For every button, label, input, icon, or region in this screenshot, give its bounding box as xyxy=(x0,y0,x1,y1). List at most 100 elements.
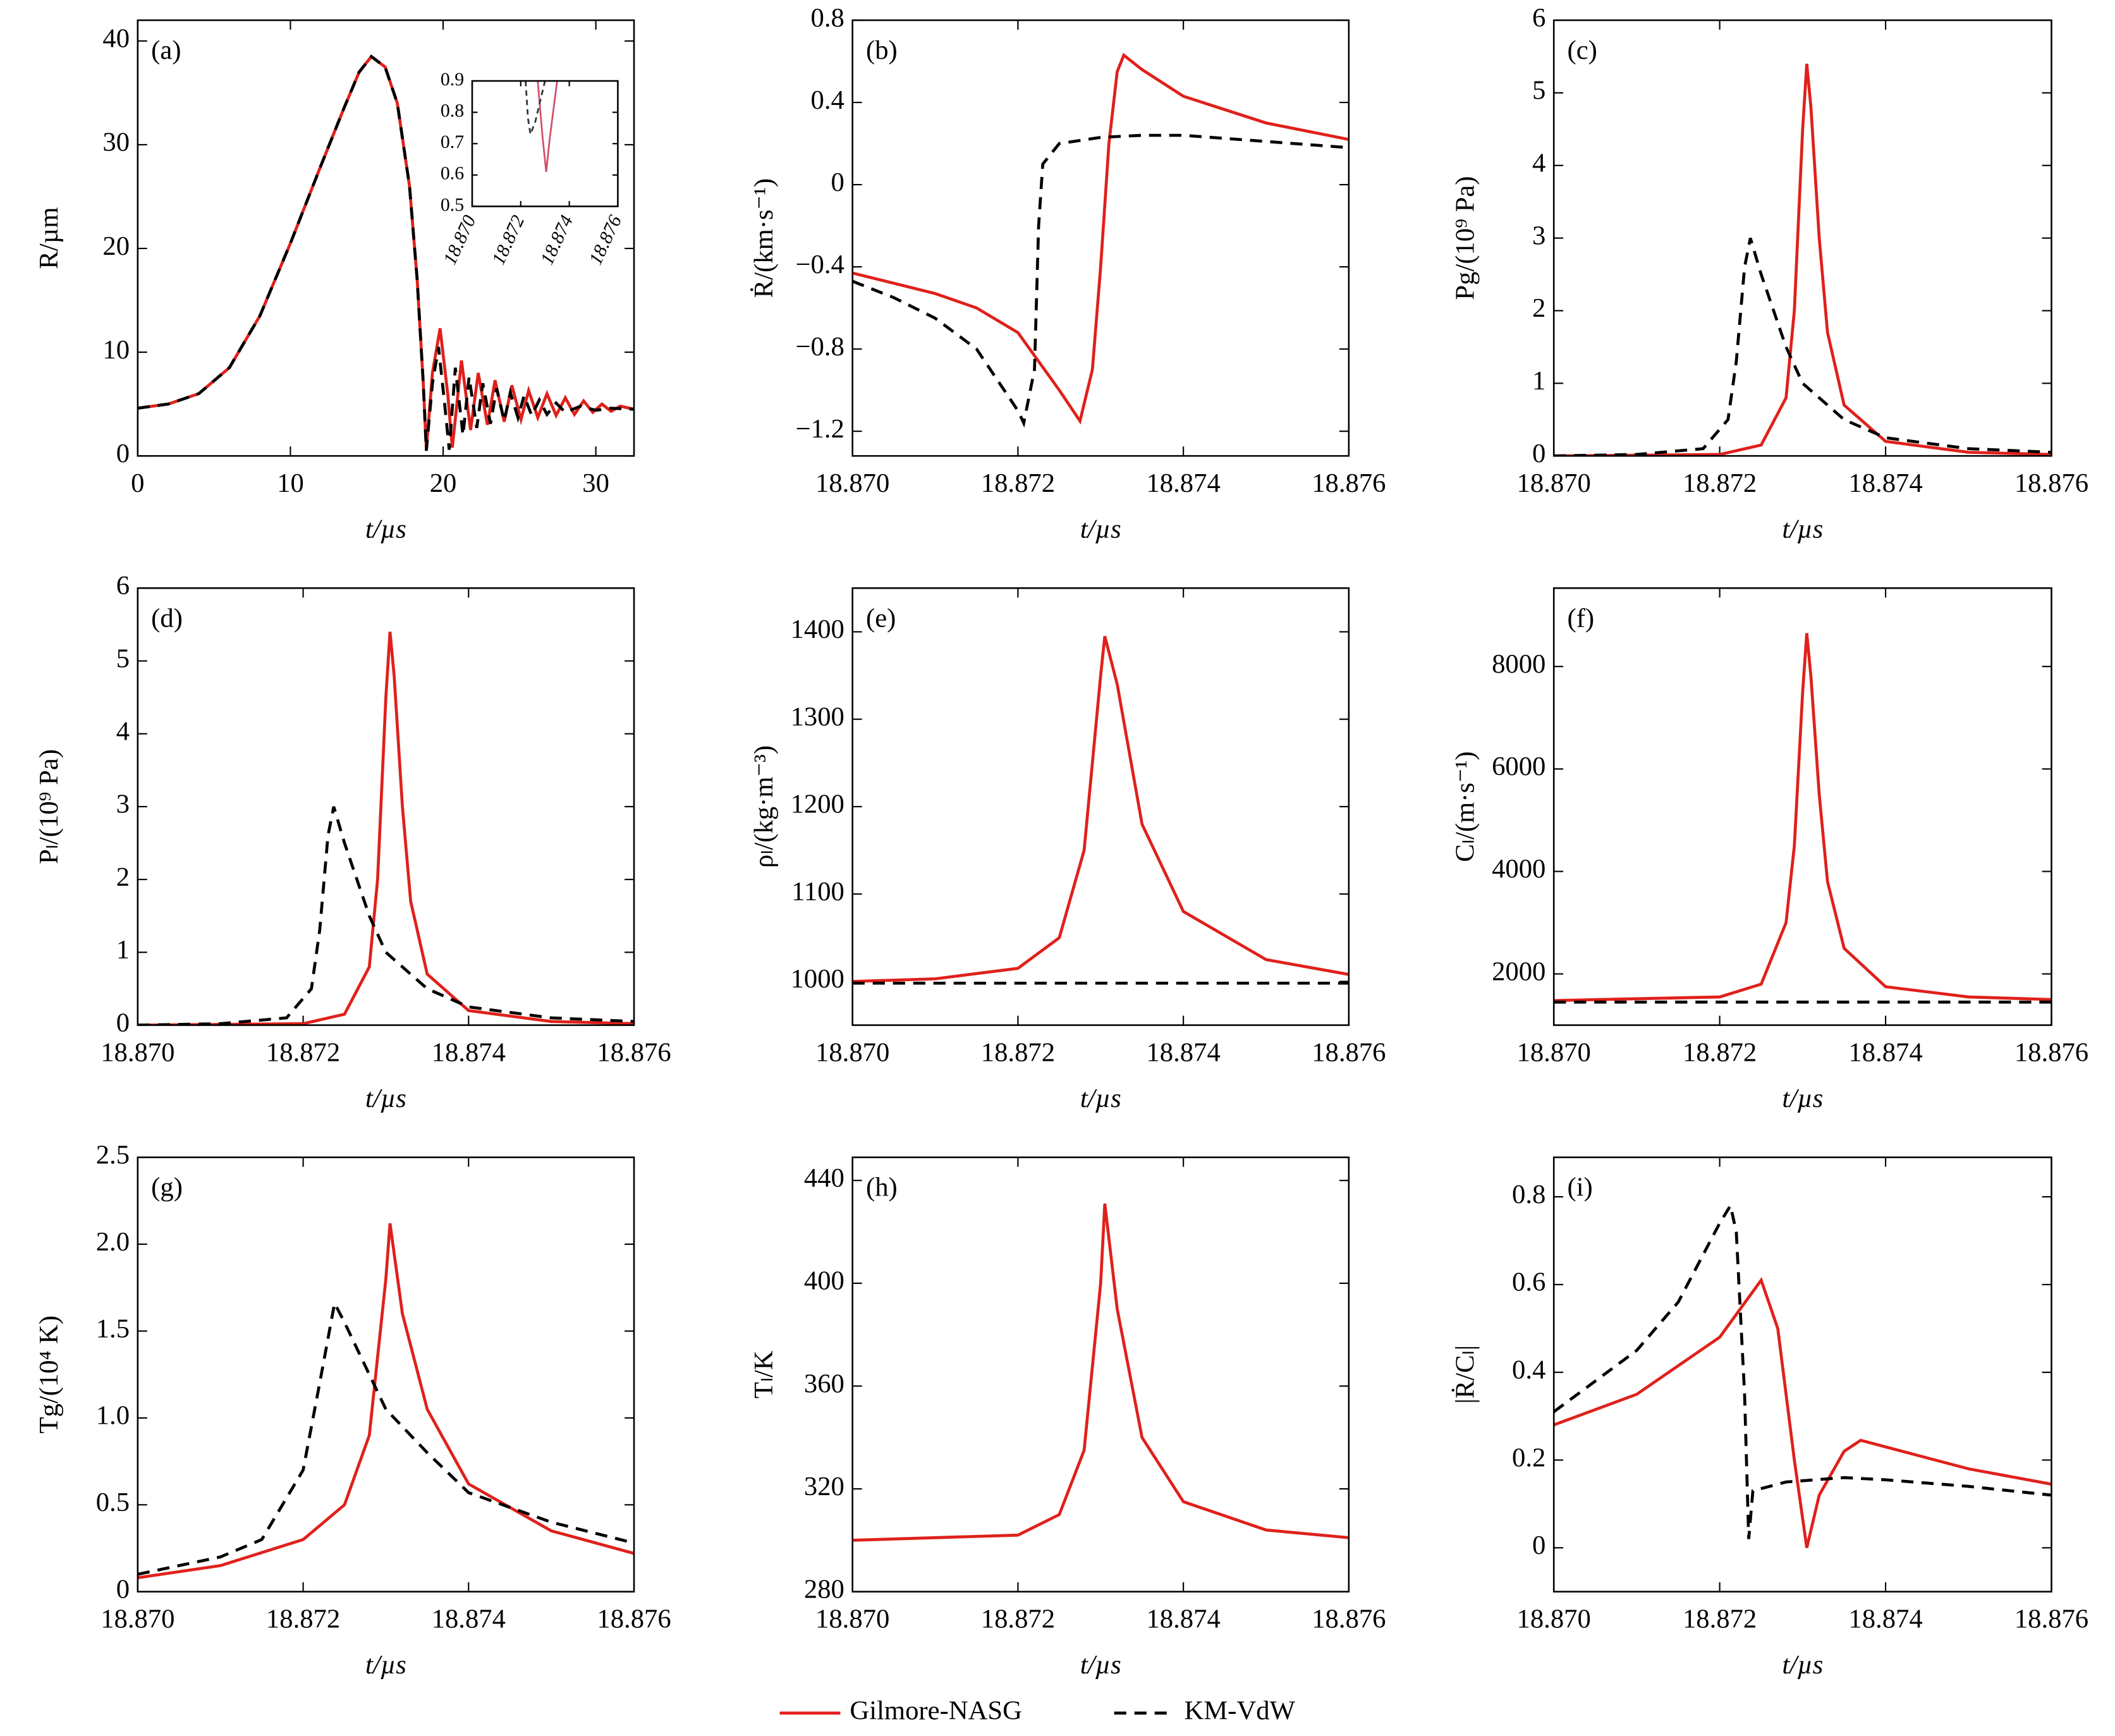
y-tick-label: 0 xyxy=(116,1008,130,1037)
x-tick-label: 18.874 xyxy=(1848,1037,1922,1067)
series-line xyxy=(137,54,635,451)
plot-frame xyxy=(1552,1156,2052,1592)
x-axis-label: t/µs xyxy=(1782,1084,1823,1113)
y-tick-label: 20 xyxy=(102,231,130,261)
plot-frame xyxy=(137,1156,635,1592)
y-axis-label: Tₗ/K xyxy=(749,1350,779,1398)
y-tick-label: 320 xyxy=(804,1472,844,1501)
y-tick-label: −1.2 xyxy=(795,414,844,444)
panel-label: (h) xyxy=(866,1173,898,1202)
x-tick-label: 18.876 xyxy=(1312,1037,1386,1067)
plot-frame xyxy=(851,1156,1350,1592)
x-tick-label: 18.876 xyxy=(2014,1604,2088,1634)
y-tick-label: 1200 xyxy=(791,790,844,819)
series-line xyxy=(137,1299,635,1576)
y-tick-label: 0.6 xyxy=(1512,1268,1545,1297)
x-axis-label: t/µs xyxy=(365,514,406,544)
y-axis-label: Pₗ/(10⁹ Pa) xyxy=(34,749,64,864)
x-tick-label: 18.872 xyxy=(1683,1037,1757,1067)
x-tick-label: 18.872 xyxy=(981,1604,1055,1634)
x-tick-label: 18.874 xyxy=(1146,468,1220,498)
y-tick-label: 0 xyxy=(1532,1531,1545,1560)
series-line xyxy=(1554,1276,2052,1548)
x-axis-label: t/µs xyxy=(1080,514,1121,544)
series-line xyxy=(137,632,635,1025)
series-line xyxy=(137,1223,635,1580)
x-tick-label: 18.874 xyxy=(432,1037,506,1067)
y-tick-label: 40 xyxy=(102,24,130,54)
y-tick-label: 0.5 xyxy=(96,1488,130,1517)
y-tick-label: 0 xyxy=(831,168,844,197)
y-tick-label: 4 xyxy=(1532,149,1545,178)
x-tick-label: 18.870 xyxy=(101,1037,174,1067)
series-line xyxy=(852,52,1349,425)
y-tick-label: 280 xyxy=(804,1574,844,1604)
x-tick-label: 20 xyxy=(430,468,457,498)
x-tick-label: 18.872 xyxy=(1683,1604,1757,1634)
series-line xyxy=(1554,633,2052,1003)
y-axis-label: Cₗ/(m·s⁻¹) xyxy=(1450,751,1480,862)
y-tick-label: 0.8 xyxy=(811,3,844,33)
x-axis-label: t/µs xyxy=(1782,1650,1823,1680)
y-tick-label: 1.5 xyxy=(96,1314,130,1343)
x-tick-label: 18.870 xyxy=(1517,468,1591,498)
x-axis-label: t/µs xyxy=(365,1650,406,1680)
y-tick-label: 0.2 xyxy=(1512,1443,1545,1472)
x-tick-label: 18.872 xyxy=(981,1037,1055,1067)
x-tick-label: 18.870 xyxy=(815,1604,889,1634)
y-tick-label: 0.6 xyxy=(441,163,464,184)
y-axis-label: |Ṙ/Cₗ| xyxy=(1450,1345,1480,1404)
series-line xyxy=(1554,63,2052,456)
x-axis-label: t/µs xyxy=(365,1084,406,1113)
series-line xyxy=(1554,237,2052,456)
x-tick-label: 18.872 xyxy=(981,468,1055,498)
x-tick-label: 18.874 xyxy=(1146,1604,1220,1634)
x-tick-label: 18.874 xyxy=(537,212,578,267)
y-tick-label: 4000 xyxy=(1492,854,1545,884)
y-tick-label: 1.0 xyxy=(96,1401,130,1431)
series-line xyxy=(137,806,635,1025)
panel-label: (i) xyxy=(1568,1173,1593,1202)
x-tick-label: 18.870 xyxy=(1517,1604,1591,1634)
y-tick-label: 8000 xyxy=(1492,649,1545,679)
y-axis-label: Pg/(10⁹ Pa) xyxy=(1450,176,1480,300)
y-tick-label: 2.0 xyxy=(96,1227,130,1257)
plot-frame xyxy=(1552,19,2052,457)
y-tick-label: 1100 xyxy=(791,877,844,907)
plot-frame xyxy=(851,19,1350,457)
y-tick-label: 0.4 xyxy=(811,85,844,115)
y-tick-label: 1300 xyxy=(791,702,844,731)
series-line xyxy=(137,54,635,450)
plot-frame xyxy=(137,587,635,1026)
x-tick-label: 18.872 xyxy=(1683,468,1757,498)
x-tick-label: 18.874 xyxy=(432,1604,506,1634)
y-tick-label: 0.9 xyxy=(441,69,464,90)
plot-frame xyxy=(471,80,619,207)
y-tick-label: 10 xyxy=(102,335,130,365)
y-tick-label: 5 xyxy=(1532,76,1545,106)
y-tick-label: 2000 xyxy=(1492,957,1545,986)
panel-label: (c) xyxy=(1568,35,1597,65)
x-axis-label: t/µs xyxy=(1080,1650,1121,1680)
y-axis-label: R/µm xyxy=(34,207,64,269)
y-tick-label: 400 xyxy=(804,1266,844,1296)
y-tick-label: 2 xyxy=(116,862,130,892)
y-tick-label: 5 xyxy=(116,644,130,673)
x-tick-label: 30 xyxy=(582,468,609,498)
y-tick-label: 3 xyxy=(1532,221,1545,250)
x-tick-label: 18.870 xyxy=(815,1037,889,1067)
y-tick-label: 0.4 xyxy=(1512,1355,1545,1385)
x-tick-label: 18.870 xyxy=(1517,1037,1591,1067)
y-tick-label: 3 xyxy=(116,790,130,819)
y-tick-label: 1400 xyxy=(791,614,844,644)
x-tick-label: 18.876 xyxy=(2014,468,2088,498)
y-axis-label: ρₗ/(kg·m⁻³) xyxy=(749,745,779,868)
x-tick-label: 18.876 xyxy=(585,212,626,267)
y-tick-label: −0.8 xyxy=(795,332,844,362)
series-line xyxy=(537,81,558,173)
y-tick-label: 0 xyxy=(1532,439,1545,468)
y-tick-label: 1000 xyxy=(791,964,844,994)
x-tick-label: 10 xyxy=(277,468,304,498)
x-tick-label: 18.870 xyxy=(439,212,480,267)
